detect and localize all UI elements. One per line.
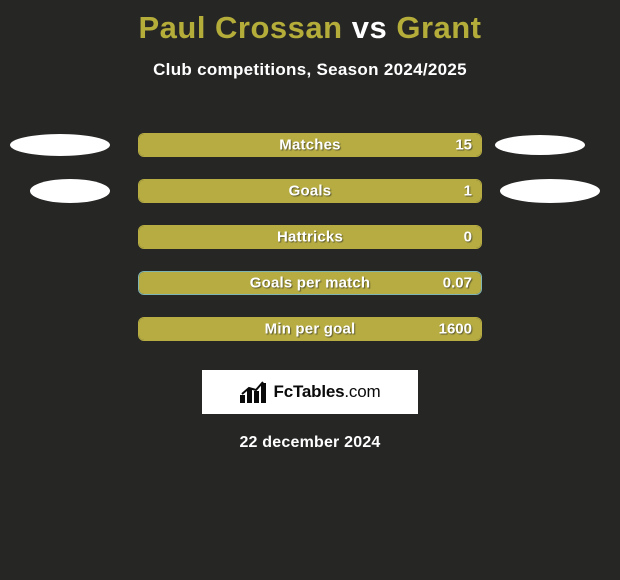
brand-bars-icon: [240, 381, 268, 403]
bar-track: Goals: [138, 179, 482, 203]
player-right-name: Grant: [396, 10, 481, 45]
stat-label: Min per goal: [265, 321, 356, 338]
decorative-ellipse: [30, 179, 110, 203]
stat-row: Hattricks 0: [0, 214, 620, 260]
stat-value-right: 1: [464, 183, 472, 200]
stat-value-right: 0.07: [443, 275, 472, 292]
decorative-ellipse: [500, 179, 600, 203]
brand-box[interactable]: FcTables.com: [202, 370, 418, 414]
stat-label: Hattricks: [277, 229, 343, 246]
brand-text: FcTables.com: [274, 382, 381, 402]
bar-track: Min per goal: [138, 317, 482, 341]
bar-track: Goals per match: [138, 271, 482, 295]
stat-row: Goals per match 0.07: [0, 260, 620, 306]
bar-track: Hattricks: [138, 225, 482, 249]
comparison-chart: Matches 15 Goals 1 Hattricks 0 Goals per match…: [0, 122, 620, 352]
brand-text-strong: FcTables: [274, 382, 345, 401]
vs-word: vs: [352, 10, 387, 45]
stat-row: Min per goal 1600: [0, 306, 620, 352]
stat-value-right: 1600: [439, 321, 472, 338]
brand-text-suffix: .com: [344, 382, 380, 401]
page-title: Paul Crossan vs Grant: [0, 0, 620, 46]
stat-value-right: 0: [464, 229, 472, 246]
decorative-ellipse: [10, 134, 110, 156]
subtitle: Club competitions, Season 2024/2025: [0, 60, 620, 80]
bar-track: Matches: [138, 133, 482, 157]
stat-value-right: 15: [455, 137, 472, 154]
stat-label: Matches: [279, 137, 340, 154]
player-left-name: Paul Crossan: [138, 10, 342, 45]
stat-label: Goals: [289, 183, 332, 200]
date-line: 22 december 2024: [0, 434, 620, 452]
stat-label: Goals per match: [250, 275, 371, 292]
decorative-ellipse: [495, 135, 585, 155]
